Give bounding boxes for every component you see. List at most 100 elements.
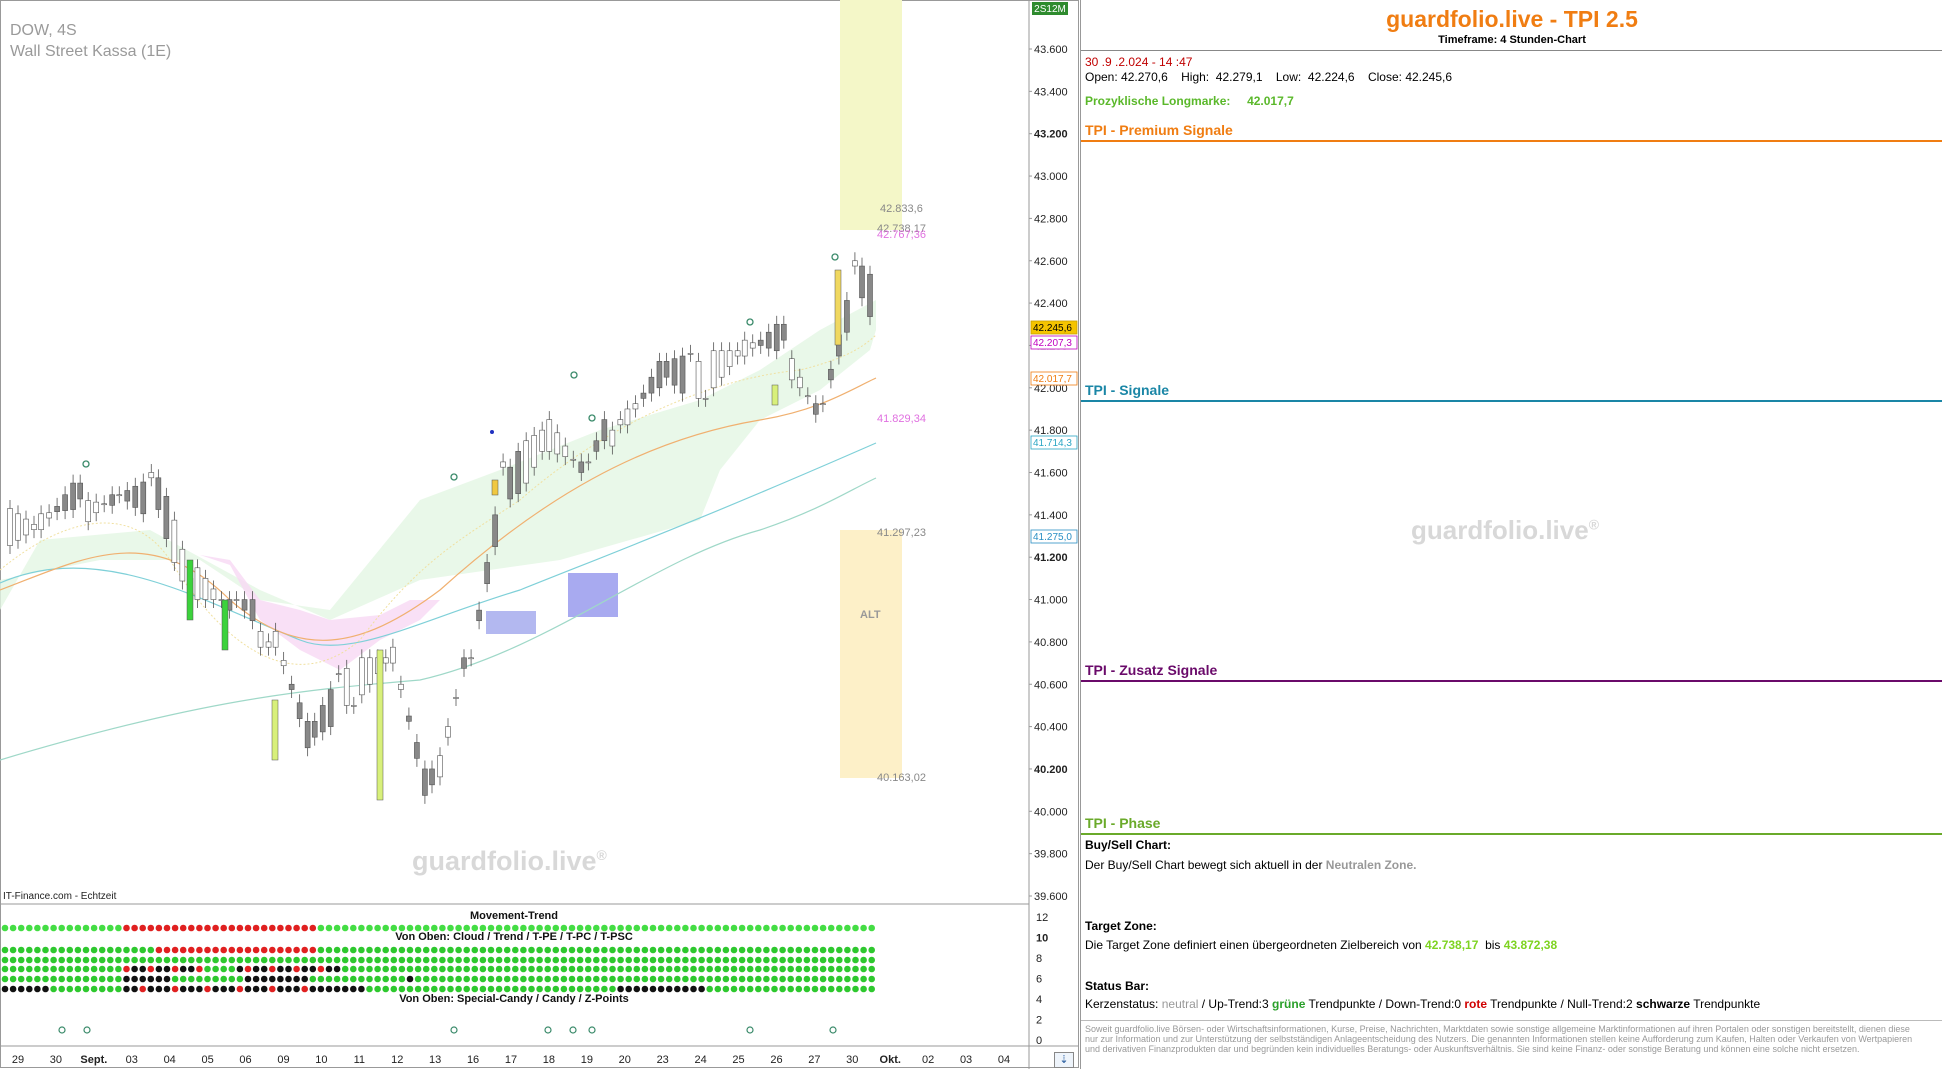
indicator-dot — [787, 924, 794, 932]
indicator-dot — [17, 924, 25, 932]
indicator-dot — [147, 975, 155, 983]
candle-body — [304, 721, 311, 749]
indicator-dot — [374, 956, 381, 964]
x-tick-label: 17 — [505, 1054, 517, 1066]
indicator-dot — [414, 956, 422, 964]
indicator-dot — [269, 924, 276, 932]
indicator-dot — [852, 985, 859, 993]
indicator-dot — [50, 975, 57, 983]
candle-body — [31, 524, 37, 530]
indicator-dot — [503, 985, 511, 993]
indicator-dot — [260, 924, 268, 932]
indicator-dot — [139, 924, 146, 932]
indicator-dot — [325, 985, 333, 993]
indicator-dot — [147, 985, 155, 993]
indicator-dot — [657, 946, 665, 954]
z-point-circle — [58, 1026, 66, 1034]
indicator-dot — [593, 946, 600, 954]
indicator-dot — [406, 924, 414, 932]
indicator-dot — [260, 956, 268, 964]
ma-100-line — [0, 442, 877, 646]
indicator-dot — [390, 946, 398, 954]
indicator-dot — [495, 924, 503, 932]
candle-body — [585, 461, 592, 464]
indicator-dot — [163, 985, 171, 993]
candle-body — [734, 350, 741, 357]
indicator-dot — [374, 985, 381, 993]
chart-pane[interactable]: 2S12M 43.600 43.400 43.200 43.000 42.800 42.60… — [0, 0, 1079, 1069]
indicator-dot — [819, 965, 827, 973]
indicator-dot — [479, 985, 487, 993]
x-tick-label: 04 — [998, 1054, 1010, 1066]
indicator-dot — [204, 956, 211, 964]
indicator-dot — [317, 965, 325, 973]
candle-body — [500, 461, 506, 468]
indicator-dot — [455, 956, 462, 964]
highlight-candle — [271, 699, 279, 761]
price-badge — [1030, 320, 1078, 335]
candle-body — [789, 358, 795, 381]
indicator-dot — [196, 985, 203, 993]
indicator-dot — [17, 956, 25, 964]
indicator-dot — [730, 956, 738, 964]
indicator-dot — [674, 975, 681, 983]
indicator-dot — [9, 956, 17, 964]
indicator-dot — [795, 985, 803, 993]
indicator-dot — [66, 924, 74, 932]
x-tick-label: 23 — [657, 1054, 669, 1066]
indicator-dot — [649, 924, 657, 932]
candle-body — [93, 501, 99, 514]
timeframe-badge-text: 2S12M — [1034, 4, 1066, 15]
indicator-dot — [528, 946, 535, 954]
indicator-dot — [285, 975, 292, 983]
indicator-tick-label: 4 — [1036, 994, 1042, 1006]
target-zone — [840, 0, 902, 230]
indicator-dot — [131, 946, 138, 954]
indicator-dot — [617, 956, 624, 964]
indicator-dot — [171, 975, 179, 983]
indicator-dot — [293, 985, 300, 993]
indicator-dot — [220, 965, 227, 973]
indicator-dot — [123, 975, 130, 983]
indicator-dot — [66, 985, 74, 993]
candle-body — [453, 697, 459, 699]
indicator-dot — [285, 956, 292, 964]
indicator-dot — [844, 956, 851, 964]
candle-body — [54, 506, 60, 512]
indicator-dot — [293, 975, 300, 983]
indicator-dot — [633, 965, 641, 973]
candle-body — [593, 440, 600, 452]
indicator-dot — [317, 956, 325, 964]
indicator-dot — [333, 975, 341, 983]
indicator-dot — [374, 946, 381, 954]
indicator-dot — [512, 956, 519, 964]
indicator-dot — [665, 975, 673, 983]
y-tick-label: 42.800 — [1034, 213, 1068, 225]
indicator-dot — [649, 975, 657, 983]
indicator-dot — [503, 965, 511, 973]
indicator-dot — [738, 975, 746, 983]
indicator-dot — [188, 924, 195, 932]
signals-heading: TPI - Signale — [1085, 382, 1170, 398]
candle-body — [687, 353, 694, 355]
indicator-dot — [74, 985, 82, 993]
indicator-dot — [755, 956, 762, 964]
indicator-dot — [422, 975, 430, 983]
chart-settings-icon[interactable]: ⇣ — [1054, 1052, 1074, 1068]
indicator-dot — [90, 946, 98, 954]
indicator-dot — [422, 985, 430, 993]
indicator-dot — [82, 965, 90, 973]
indicator-dot — [228, 965, 236, 973]
indicator-dot — [98, 956, 106, 964]
zone-label: 42.738,17 — [877, 223, 926, 235]
indicator-dot — [204, 946, 211, 954]
price-chart[interactable]: 2S12M 43.600 43.400 43.200 43.000 42.800 42.60… — [0, 0, 1079, 1069]
indicator-dot — [358, 965, 365, 973]
indicator-dot — [9, 924, 17, 932]
indicator-dot — [212, 985, 219, 993]
candle-body — [695, 361, 702, 399]
indicator-dot — [26, 946, 33, 954]
indicator-dot — [260, 985, 268, 993]
indicator-dot — [771, 965, 778, 973]
price-badge — [1030, 435, 1078, 450]
